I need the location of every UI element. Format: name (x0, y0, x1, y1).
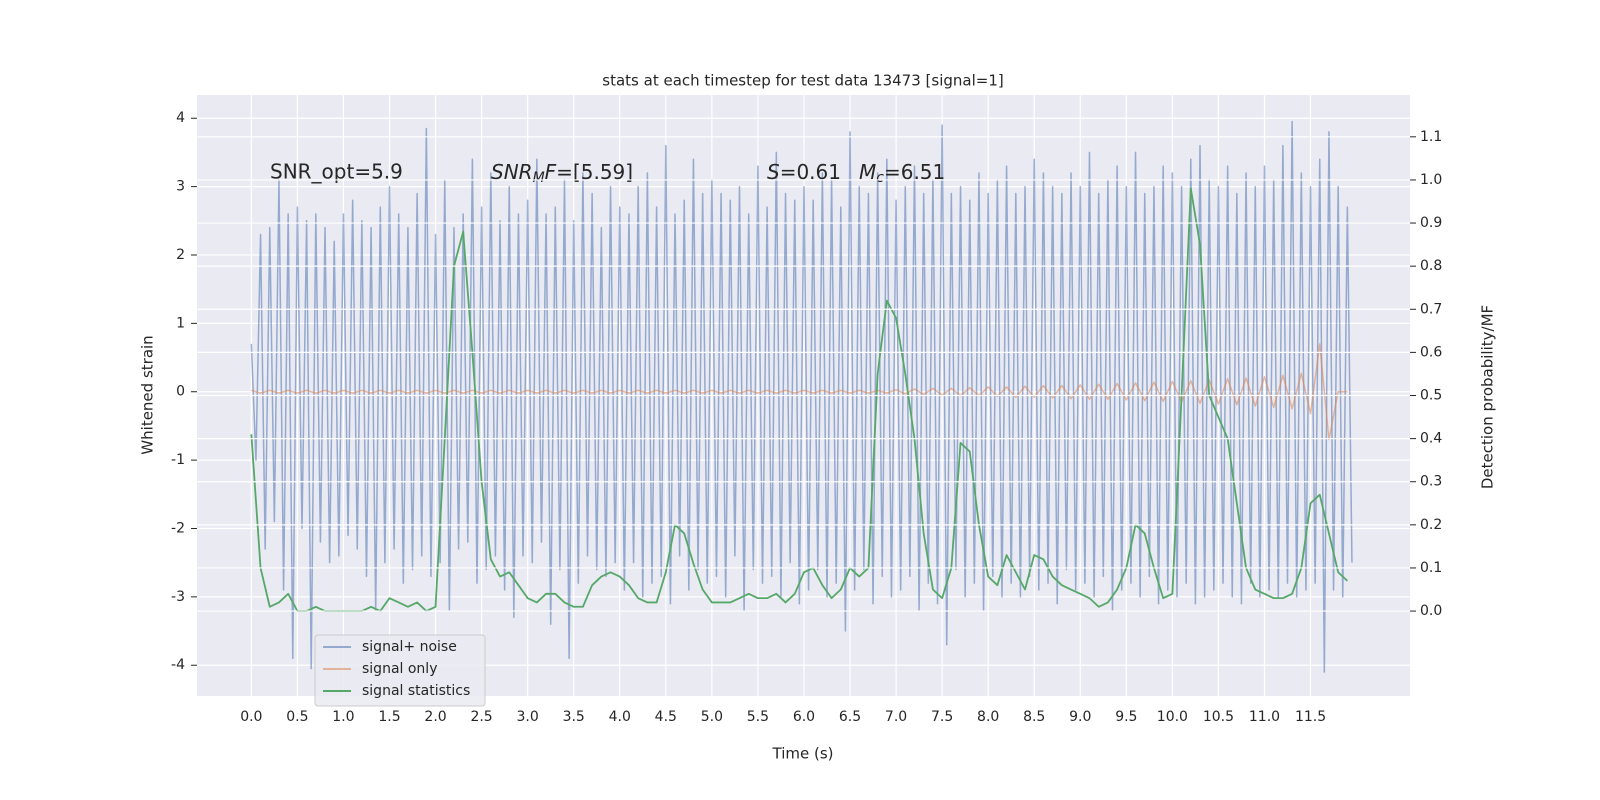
annotation: SNRMF=[5.59] (491, 160, 633, 187)
x-tick-label: 10.5 (1203, 709, 1234, 725)
x-tick-label: 8.0 (977, 709, 999, 725)
legend-box (314, 634, 486, 707)
y2-tick-label: 0.2 (1420, 517, 1442, 533)
x-tick-label: 9.0 (1069, 709, 1091, 725)
annotation-part: c (876, 170, 884, 186)
x-tick-label: 0.0 (240, 709, 262, 725)
x-axis-label: Time (s) (772, 745, 834, 763)
series-line (251, 343, 1348, 441)
x-tick-label: 0.5 (286, 709, 308, 725)
x-tick-label: 7.0 (885, 709, 907, 725)
y2-tick-label: 0.0 (1420, 603, 1442, 619)
y2-tick-label: 1.1 (1420, 129, 1442, 145)
y2-tick-label: 0.7 (1420, 301, 1442, 317)
x-tick-label: 4.5 (655, 709, 677, 725)
y-tick-label: -4 (171, 657, 185, 673)
series-line (250, 187, 1348, 612)
annotation-part: S (767, 160, 780, 184)
x-tick-label: 1.0 (332, 709, 354, 725)
y-tick-label: 2 (176, 247, 185, 263)
y2-tick-label: 0.5 (1420, 388, 1442, 404)
x-tick-label: 2.5 (470, 709, 492, 725)
x-tick-label: 4.0 (609, 709, 631, 725)
legend-label: signal statistics (362, 683, 470, 699)
x-tick-label: 1.5 (378, 709, 400, 725)
x-tick-label: 3.5 (563, 709, 585, 725)
annotation-part: M (859, 160, 876, 184)
y-tick-label: -1 (171, 452, 185, 468)
y-tick-label: 0 (176, 384, 185, 400)
legend: signal+ noise signal only signal statistic… (314, 634, 486, 707)
annotation: Mc=6.51 (859, 160, 945, 187)
legend-label: signal+ noise (362, 639, 457, 655)
x-tick-label: 5.5 (747, 709, 769, 725)
x-tick-label: 6.5 (839, 709, 861, 725)
y-tick-label: -3 (171, 589, 185, 605)
y2-tick-label: 0.9 (1420, 215, 1442, 231)
x-tick-label: 10.0 (1157, 709, 1188, 725)
annotation-part: M (533, 170, 545, 186)
x-tick-label: 6.0 (793, 709, 815, 725)
y-tick-label: 1 (176, 315, 185, 331)
y2-tick-label: 0.8 (1420, 258, 1442, 274)
y2-tick-label: 0.3 (1420, 474, 1442, 490)
x-tick-label: 2.0 (424, 709, 446, 725)
y2-axis-label: Detection probability/MF (1479, 305, 1497, 489)
x-tick-label: 9.5 (1115, 709, 1137, 725)
x-tick-label: 3.0 (517, 709, 539, 725)
y-axis-label: Whitened strain (139, 335, 157, 454)
y2-tick-label: 1.0 (1420, 172, 1442, 188)
y-tick-label: 4 (176, 110, 185, 126)
legend-label: signal only (362, 661, 437, 677)
x-tick-label: 11.5 (1295, 709, 1326, 725)
x-tick-label: 8.5 (1023, 709, 1045, 725)
x-tick-label: 11.0 (1249, 709, 1280, 725)
y2-tick-label: 0.4 (1420, 431, 1442, 447)
x-tick-label: 7.5 (931, 709, 953, 725)
y-tick-label: 3 (176, 179, 185, 195)
y-tick-label: -2 (171, 520, 185, 536)
x-tick-label: 5.0 (701, 709, 723, 725)
annotation-part: F (545, 160, 557, 184)
y2-tick-label: 0.6 (1420, 344, 1442, 360)
chart-title: stats at each timestep for test data 134… (602, 72, 1003, 90)
y2-tick-label: 0.1 (1420, 560, 1442, 576)
